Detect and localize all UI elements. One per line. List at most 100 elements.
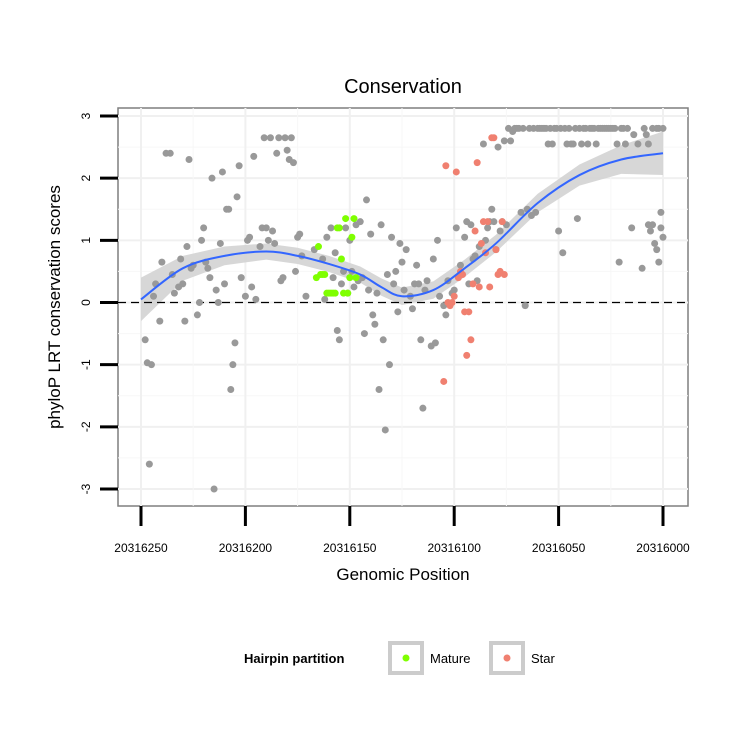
legend-key-star [489,641,525,675]
data-point-other [235,162,243,170]
data-point-other [532,208,540,216]
data-point-mature [335,224,343,232]
data-point-other [490,218,498,226]
data-point-other [624,124,632,132]
data-point-other [250,152,258,160]
legend: Hairpin partition Mature Star [244,641,556,675]
data-point-star [467,336,475,344]
data-point-mature [350,215,358,223]
data-point-other [206,274,214,282]
data-point-star [469,280,477,288]
data-point-other [179,280,187,288]
data-point-other [507,137,515,145]
data-point-other [271,239,279,247]
data-point-other [461,233,469,241]
data-point-other [657,208,665,216]
data-point-other [321,295,329,303]
data-point-other [225,205,233,213]
data-point-other [198,236,206,244]
data-point-other [638,264,646,272]
data-point-mature [348,233,356,241]
data-point-other [283,146,291,154]
x-tick-label: 20316250 [114,541,168,555]
data-point-other [402,246,410,254]
data-point-other [484,224,492,232]
legend-label-mature: Mature [430,651,470,666]
y-tick-label: 2 [79,175,93,182]
data-point-other [390,280,398,288]
data-point-other [208,174,216,182]
data-point-other [360,330,368,338]
data-point-other [640,124,648,132]
data-point-star [459,271,467,279]
y-tick-label: 0 [79,299,93,306]
data-point-other [433,236,441,244]
data-point-other [488,205,496,213]
y-tick-label: -1 [79,359,93,370]
data-point-other [657,224,665,232]
data-point-other [415,280,423,288]
data-point-other [195,299,203,306]
data-point-star [486,283,494,291]
x-tick-label: 20316100 [428,541,482,555]
data-point-star [465,308,473,316]
data-point-other [642,131,650,139]
data-point-star [452,168,460,176]
data-point-other [573,215,581,223]
data-point-other [569,140,577,148]
data-point-other [296,230,304,238]
data-point-other [233,193,241,201]
data-point-other [279,274,287,282]
data-point-other [289,159,297,167]
y-tick-label: -3 [79,483,93,494]
axes: 3 2 1 0 -1 -2 -3 20316250 20316200 20316150 203161… [79,112,690,555]
data-point-other [394,308,402,316]
data-point-other [241,292,249,300]
data-point-other [229,361,237,369]
data-point-other [559,249,567,257]
data-point-other [659,124,667,132]
data-point-other [436,292,444,300]
data-point-star [490,134,498,142]
data-point-other [323,233,331,241]
data-point-other [170,289,178,297]
legend-mature-dot [402,654,410,662]
data-point-other [521,302,529,310]
data-point-other [246,233,254,241]
data-point-other [214,299,222,306]
data-point-other [392,267,400,275]
data-point-other [413,261,421,269]
data-point-mature [352,274,360,282]
data-point-other [147,361,155,369]
data-point-other [644,140,652,148]
data-point-other [419,404,427,412]
data-point-other [578,140,586,148]
data-point-other [363,196,371,204]
data-point-other [649,221,657,229]
data-point-other [655,258,663,266]
data-point-other [494,143,502,151]
legend-title: Hairpin partition [244,651,344,666]
data-point-other [248,283,256,291]
data-point-other [200,224,208,232]
data-point-other [365,286,373,294]
data-point-other [333,326,341,334]
data-point-other [385,361,393,369]
data-point-star [450,292,458,300]
data-point-other [342,224,350,232]
x-tick-label: 20316200 [219,541,273,555]
data-point-other [166,149,174,157]
data-point-other [613,140,621,148]
y-tick-label: 3 [79,112,93,119]
data-point-other [467,221,475,229]
data-point-other [212,286,220,294]
data-point-other [181,317,189,325]
data-point-other [653,246,661,254]
data-point-other [429,255,437,263]
smooth-line [140,152,664,301]
data-point-other [431,339,439,347]
data-point-star [463,351,471,359]
smooth-curve [140,152,664,301]
scatter-points [141,124,667,493]
